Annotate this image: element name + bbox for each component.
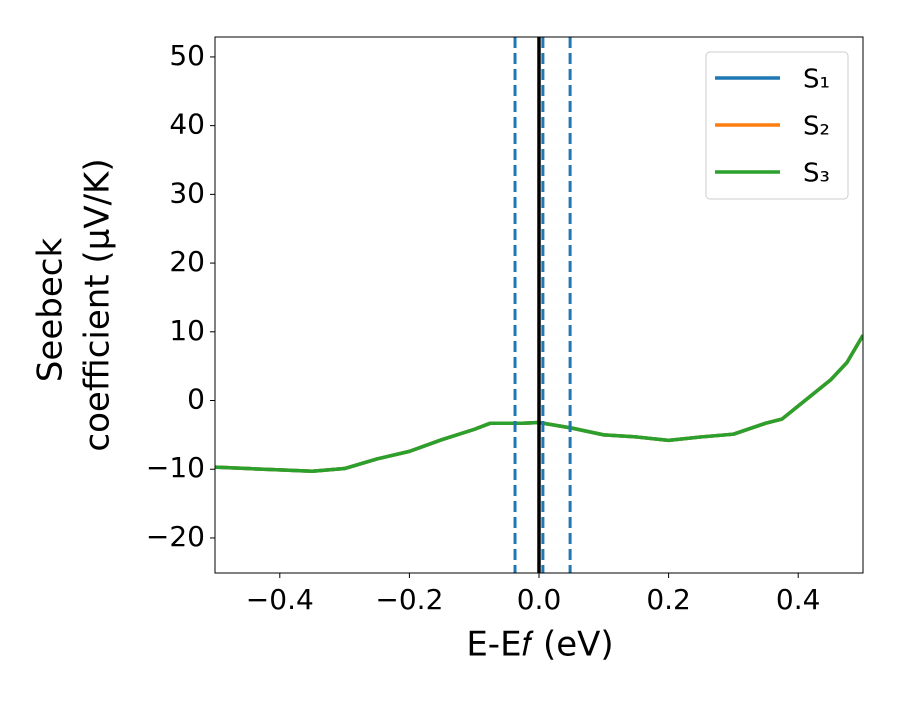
x-tick-label: 0.0: [517, 583, 562, 616]
x-tick-label: −0.2: [375, 583, 443, 616]
y-tick-label: 20: [169, 245, 205, 278]
y-axis-label: coefficient (μV/K): [78, 158, 118, 451]
legend-label: S₁: [803, 65, 830, 95]
x-tick-label: 0.4: [776, 583, 821, 616]
y-tick-label: 10: [169, 314, 205, 347]
legend-label: S₂: [803, 112, 830, 142]
y-tick-label: −10: [146, 451, 205, 484]
legend-label: S₃: [803, 159, 830, 189]
data-line: [215, 334, 863, 474]
y-axis-label: Seebeck: [31, 238, 71, 383]
x-axis-label: E-E𝑓 (eV): [466, 625, 613, 665]
x-tick-label: −0.4: [246, 583, 314, 616]
y-tick-label: 30: [169, 176, 205, 209]
y-tick-label: 40: [169, 108, 205, 141]
y-tick-label: 0: [187, 383, 205, 416]
y-tick-label: −20: [146, 520, 205, 553]
x-tick-label: 0.2: [646, 583, 691, 616]
y-tick-label: 50: [169, 39, 205, 72]
